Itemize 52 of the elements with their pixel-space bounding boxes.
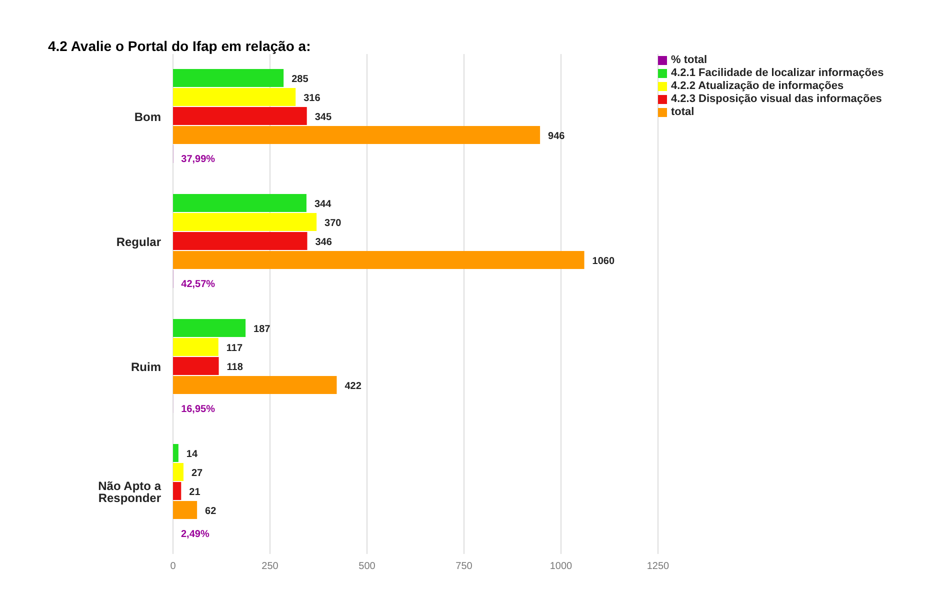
legend-label: 4.2.2 Atualização de informações: [671, 80, 844, 92]
data-label: 285: [292, 74, 309, 85]
data-label: 422: [344, 381, 362, 392]
data-label: 370: [324, 218, 342, 229]
bar: [173, 251, 584, 269]
bar: [173, 501, 198, 519]
y-tick-label: Ruim: [131, 360, 161, 374]
x-tick-label: 500: [358, 561, 376, 572]
data-label: 37,99%: [181, 154, 216, 165]
y-tick-label: Bom: [134, 110, 161, 124]
data-label: 42,57%: [181, 279, 216, 290]
x-tick-label: 750: [456, 561, 473, 572]
data-label: 345: [314, 112, 332, 123]
bar: [173, 232, 308, 250]
data-label: 2,49%: [181, 529, 210, 540]
x-tick-label: 250: [262, 561, 279, 572]
x-tick-label: 1000: [550, 561, 573, 572]
bar: [173, 107, 307, 125]
data-label: 118: [226, 362, 244, 373]
data-label: 62: [205, 506, 217, 517]
data-label: 21: [189, 487, 201, 498]
data-label: 346: [315, 237, 332, 248]
legend-label: 4.2.1 Facilidade de localizar informações: [671, 67, 884, 79]
x-tick-label: 1250: [646, 561, 670, 572]
data-label: 117: [226, 343, 243, 354]
bar: [173, 88, 296, 106]
data-label: 946: [548, 131, 566, 142]
chart-title: 4.2 Avalie o Portal do Ifap em relação a:: [47, 37, 312, 54]
bar: [173, 319, 246, 337]
legend-label: 4.2.3 Disposição visual das informações: [671, 93, 882, 105]
bar: [173, 463, 184, 481]
data-label: 1060: [592, 256, 615, 267]
bar: [173, 69, 284, 87]
data-label: 16,95%: [181, 404, 216, 415]
bar: [173, 338, 218, 356]
bar: [173, 194, 306, 212]
x-tick-label: 0: [170, 561, 176, 572]
bar: [173, 444, 178, 462]
bar: [173, 213, 317, 231]
data-label: 27: [191, 468, 204, 479]
legend-label: % total: [671, 54, 708, 66]
bar: [173, 126, 540, 144]
data-label: 344: [314, 199, 332, 210]
bar: [173, 357, 219, 375]
bar: [173, 376, 337, 394]
data-label: 316: [304, 93, 321, 104]
data-label: 14: [186, 449, 198, 460]
data-label: 187: [254, 324, 271, 335]
y-tick-label: Regular: [116, 234, 162, 249]
bar: [173, 482, 182, 500]
legend-label: total: [671, 106, 694, 118]
y-tick-label: Não Apto a Responder: [98, 478, 162, 505]
